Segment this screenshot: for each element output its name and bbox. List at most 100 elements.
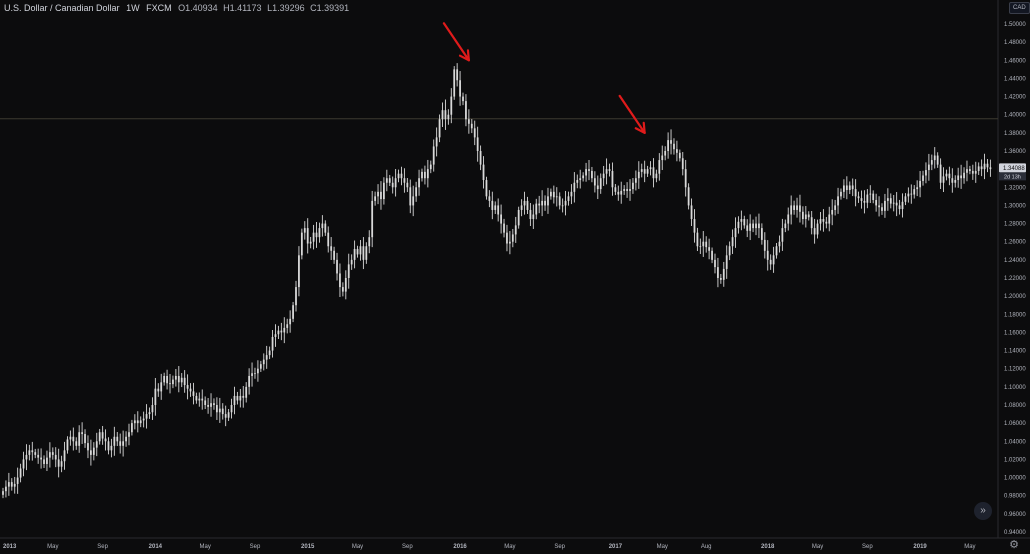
time-tick-label: 2019: [913, 544, 927, 550]
candle-body: [230, 405, 233, 413]
candle-body: [154, 388, 157, 405]
candle-body: [573, 182, 576, 192]
current-price-tag: 1.34088 2d 13h: [999, 163, 1026, 181]
candle-body: [113, 436, 116, 446]
symbol-name[interactable]: U.S. Dollar / Canadian Dollar: [4, 3, 120, 13]
candle-body: [851, 185, 854, 190]
price-tick-label: 1.38000: [1004, 131, 1026, 137]
candle-body: [872, 193, 875, 200]
candle-body: [737, 221, 740, 229]
candle-body: [54, 454, 57, 460]
candle-body: [341, 287, 344, 292]
candle-body: [31, 450, 34, 453]
price-tick-label: 1.08000: [1004, 403, 1026, 409]
time-axis[interactable]: 2013 May Sep 2014 May Sep 2015 May Sep 2016 May Sep…: [3, 544, 976, 550]
candle-body: [122, 441, 125, 446]
candle-body: [84, 434, 86, 444]
candle-body: [377, 191, 379, 197]
candle-body: [441, 110, 444, 120]
price-axis[interactable]: 1.50000 1.48000 1.46000 1.44000 1.42000 1.400…: [1004, 22, 1026, 536]
candle-body: [479, 151, 482, 165]
candle-body: [969, 169, 971, 171]
candle-body: [623, 189, 626, 191]
price-tick-label: 1.16000: [1004, 330, 1026, 336]
candle-body: [292, 305, 294, 319]
candle-body: [702, 241, 705, 247]
candle-body: [271, 336, 274, 351]
candle-body: [547, 196, 549, 206]
candle-body: [731, 237, 734, 247]
candle-body: [347, 264, 350, 278]
candle-body: [365, 246, 368, 260]
candle-body: [895, 202, 898, 206]
candle-body: [725, 255, 728, 269]
candle-body: [951, 178, 954, 183]
candle-body: [46, 457, 48, 464]
candle-body: [139, 420, 142, 424]
candle-body: [309, 241, 312, 244]
candle-body: [922, 175, 924, 181]
candle-body: [637, 171, 640, 179]
candle-body: [655, 173, 658, 179]
candle-body: [119, 441, 122, 446]
chart-settings-button[interactable]: ⚙: [1007, 538, 1021, 552]
candle-body: [843, 185, 845, 192]
candle-body: [986, 163, 989, 168]
candle-body: [541, 200, 544, 206]
candle-body: [796, 205, 798, 210]
candle-body: [174, 375, 177, 380]
time-tick-label: Sep: [554, 544, 565, 550]
candle-body: [963, 172, 965, 179]
candle-body: [831, 209, 834, 215]
candle-body: [28, 450, 31, 455]
time-tick-label: 2018: [761, 544, 775, 550]
candle-body: [517, 209, 520, 226]
candle-body: [236, 395, 239, 401]
interval-label[interactable]: 1W: [126, 3, 140, 13]
candle-body: [388, 178, 391, 183]
currency-badge[interactable]: CAD: [1009, 2, 1030, 14]
candle-body: [295, 287, 297, 306]
arrow-shaft: [618, 94, 646, 134]
candle-body: [760, 228, 763, 240]
candle-body: [315, 232, 318, 238]
candle-body: [714, 259, 716, 268]
candle-body: [889, 198, 892, 204]
candle-body: [749, 223, 752, 231]
candle-body: [72, 436, 75, 442]
candle-body: [78, 432, 81, 446]
candle-body: [579, 178, 582, 181]
candle-body: [822, 219, 825, 222]
candle-body: [87, 443, 89, 451]
candle-body: [954, 180, 957, 183]
bar-countdown-label: 2d 13h: [1004, 174, 1021, 180]
candle-body: [447, 114, 450, 120]
time-tick-label: 2016: [453, 544, 467, 550]
time-tick-label: May: [657, 544, 668, 550]
time-tick-label: May: [199, 544, 210, 550]
candle-body: [239, 395, 242, 401]
candle-body: [418, 178, 420, 188]
candle-body: [567, 196, 570, 201]
candle-body: [324, 223, 327, 233]
candle-body: [801, 211, 804, 220]
candle-body: [617, 191, 620, 195]
candle-body: [608, 169, 611, 171]
candle-body: [336, 259, 338, 274]
candle-body: [886, 198, 889, 201]
candles-group: [2, 63, 992, 499]
candle-body: [503, 223, 505, 233]
candle-body: [95, 441, 98, 448]
candle-body: [339, 273, 341, 288]
candle-body: [157, 388, 160, 392]
candle-body: [25, 454, 28, 460]
candle-body: [596, 185, 599, 190]
candle-body: [585, 169, 587, 176]
candle-body: [558, 196, 561, 206]
candle-body: [403, 178, 406, 183]
candle-body: [254, 373, 256, 375]
candle-body: [101, 432, 104, 439]
candle-body: [866, 194, 869, 203]
scroll-to-realtime-button[interactable]: »: [974, 502, 992, 520]
